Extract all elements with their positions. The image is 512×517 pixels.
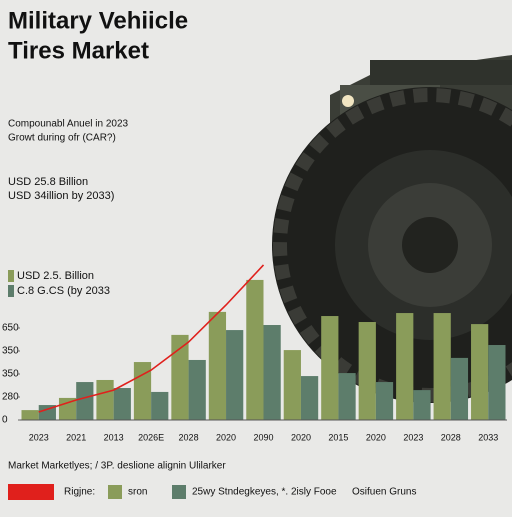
x-tick-label: 2020 — [216, 432, 236, 442]
x-tick-label: 2090 — [253, 432, 273, 442]
x-tick-label: 2023 — [29, 432, 49, 442]
bar — [21, 410, 39, 420]
bar — [246, 279, 264, 420]
x-tick-label: 2028 — [441, 432, 461, 442]
bar — [263, 325, 281, 420]
y-tick-label: 280 — [2, 392, 19, 403]
legend-label: sron — [128, 487, 147, 498]
legend-title: Market Marketlyes; / 3P. deslione aligni… — [8, 461, 226, 472]
swatch — [8, 270, 14, 282]
annotation: USD 25.8 Billion — [8, 176, 88, 188]
bar — [471, 324, 489, 420]
bar — [113, 388, 131, 420]
legend-label: 25wy Stndegkeyes, *. 2isly Fooe — [192, 487, 337, 498]
annotation: USD 34illion by 2033) — [8, 190, 114, 202]
y-tick-label: 0 — [2, 415, 8, 426]
bar — [433, 313, 451, 420]
bar — [300, 376, 319, 420]
bar — [151, 391, 169, 420]
x-tick-label: 2026E — [138, 432, 164, 442]
bar — [450, 357, 469, 420]
bar — [226, 330, 244, 420]
bar — [208, 311, 227, 420]
legend-swatch — [8, 484, 54, 500]
legend-note: Osifuen Gruns — [352, 487, 416, 498]
legend-label: Rigjne: — [64, 487, 95, 498]
bar — [358, 322, 376, 420]
title-line: Military Vehiicle — [8, 7, 188, 34]
x-tick-label: 2015 — [328, 432, 348, 442]
annotation: Growt during ofr (CAR?) — [8, 133, 116, 144]
bar — [171, 334, 189, 420]
bar — [96, 379, 114, 420]
x-tick-label: 2028 — [179, 432, 199, 442]
x-tick-label: 2020 — [291, 432, 311, 442]
legend-swatch — [172, 485, 186, 499]
x-tick-label: 2033 — [478, 432, 498, 442]
bar — [396, 313, 414, 420]
truck-illustration — [272, 55, 512, 403]
annotation: Compounabl Anuel in 2023 — [8, 119, 129, 130]
annotation: C.8 G.CS (by 2033 — [17, 285, 110, 297]
annotation: USD 2.5. Billion — [17, 270, 94, 282]
x-tick-label: 2021 — [66, 432, 86, 442]
bar — [76, 382, 94, 420]
bar — [338, 373, 356, 420]
legend-swatch — [108, 485, 122, 499]
swatch — [8, 285, 14, 297]
y-tick-label: 350 — [2, 346, 19, 357]
x-tick-label: 2013 — [104, 432, 124, 442]
bar — [321, 316, 339, 420]
bar — [413, 390, 431, 420]
x-tick-label: 2020 — [366, 432, 386, 442]
bar — [375, 382, 394, 420]
y-tick-label: 650 — [2, 323, 19, 334]
bar — [488, 345, 506, 420]
line — [38, 264, 265, 413]
bar — [188, 359, 206, 420]
y-tick-label: 350 — [2, 369, 19, 380]
title-line: Tires Market — [8, 37, 149, 64]
bar — [38, 405, 56, 420]
x-tick-label: 2023 — [403, 432, 423, 442]
bar — [283, 350, 301, 420]
